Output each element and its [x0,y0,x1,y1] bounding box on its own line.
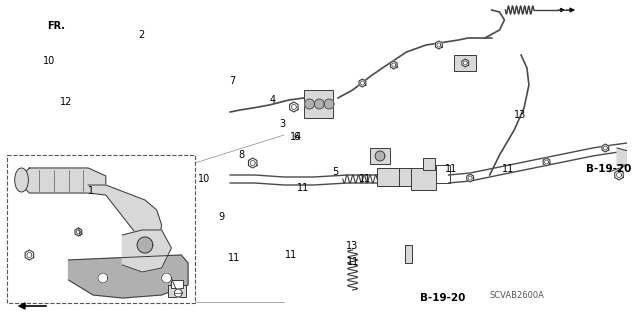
Text: 4: 4 [269,95,276,106]
Text: 11: 11 [347,256,359,267]
Text: 1: 1 [88,186,94,197]
Polygon shape [543,158,550,166]
Text: 14: 14 [290,132,303,142]
Bar [303,90,333,118]
Text: 8: 8 [238,150,244,160]
Polygon shape [174,289,182,297]
Polygon shape [290,102,298,112]
Polygon shape [324,99,334,109]
Text: 12: 12 [60,97,72,107]
Text: 7: 7 [229,76,235,86]
Polygon shape [122,230,172,272]
Polygon shape [248,158,257,168]
Text: 10: 10 [198,174,211,184]
Text: 10: 10 [43,56,55,66]
Polygon shape [25,250,34,260]
Polygon shape [359,79,366,87]
Text: 11: 11 [228,253,241,263]
Bar [168,285,186,297]
Bar [454,55,476,71]
Bar [399,168,413,186]
Text: SCVAB2600A: SCVAB2600A [490,291,545,300]
Bar [423,158,435,170]
Text: 6: 6 [293,132,300,142]
Polygon shape [305,99,314,109]
Polygon shape [467,174,474,182]
Polygon shape [162,273,172,283]
Polygon shape [137,237,153,253]
Text: 9: 9 [218,212,224,222]
Text: 2: 2 [138,30,144,40]
Ellipse shape [15,168,28,192]
Polygon shape [68,255,188,298]
Text: 11: 11 [358,174,371,184]
Bar [436,165,449,183]
Text: 13: 13 [346,241,358,251]
Polygon shape [462,59,468,67]
Polygon shape [435,41,442,49]
Polygon shape [314,99,324,109]
Polygon shape [375,151,385,161]
Text: 11: 11 [445,164,458,174]
Bar [404,245,412,263]
Polygon shape [98,273,108,283]
Polygon shape [615,170,623,180]
Text: 3: 3 [279,119,285,130]
Text: 5: 5 [332,167,339,177]
Polygon shape [390,61,397,69]
Text: 11: 11 [502,164,514,174]
Bar [7,155,195,303]
Text: B-19-20: B-19-20 [586,164,632,174]
Text: 11: 11 [285,250,298,260]
Bar [172,280,183,288]
Text: 11: 11 [297,183,309,193]
Polygon shape [88,185,162,245]
Polygon shape [75,228,82,236]
Text: FR.: FR. [47,20,65,31]
Bar [412,168,436,190]
Polygon shape [617,148,632,165]
Text: B-19-20: B-19-20 [420,293,465,303]
Bar [371,148,390,164]
Bar [377,168,399,186]
Text: 13: 13 [514,110,526,120]
Polygon shape [22,168,106,193]
Polygon shape [602,144,609,152]
